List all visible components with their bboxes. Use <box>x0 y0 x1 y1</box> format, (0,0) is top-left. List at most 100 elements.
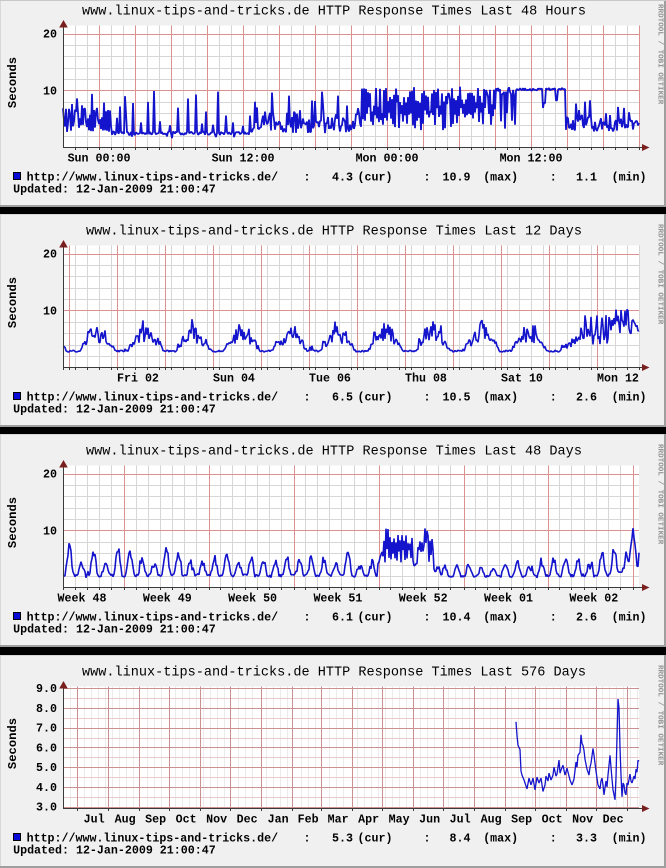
svg-text:Updated: 12-Jan-2009 21:00:47: Updated: 12-Jan-2009 21:00:47 <box>13 624 216 637</box>
svg-text:Oct: Oct <box>176 814 197 827</box>
svg-text:4.3: 4.3 <box>332 172 353 185</box>
svg-text:Apr: Apr <box>358 814 379 827</box>
svg-text:Seconds: Seconds <box>6 277 20 328</box>
svg-text::: : <box>424 172 431 185</box>
svg-text:Updated: 12-Jan-2009 21:00:47: Updated: 12-Jan-2009 21:00:47 <box>13 184 216 197</box>
svg-text:6.0: 6.0 <box>36 742 57 755</box>
svg-text:10: 10 <box>43 526 57 539</box>
svg-text::: : <box>304 392 311 405</box>
svg-text:Updated: 12-Jan-2009 21:00:47: Updated: 12-Jan-2009 21:00:47 <box>13 404 216 417</box>
svg-text:Nov: Nov <box>206 814 227 827</box>
svg-text:10.4: 10.4 <box>443 612 471 625</box>
svg-text:5.0: 5.0 <box>36 762 57 775</box>
svg-text:Dec: Dec <box>237 814 258 827</box>
svg-text:Jan: Jan <box>268 814 289 827</box>
svg-text:Sep: Sep <box>511 814 532 827</box>
svg-text::: : <box>424 612 431 625</box>
svg-text:http://www.linux-tips-and-tric: http://www.linux-tips-and-tricks.de/ <box>27 392 278 405</box>
svg-text:RRDTOOL / TOBI OETIKER: RRDTOOL / TOBI OETIKER <box>656 4 664 105</box>
svg-text:(max): (max) <box>483 392 518 405</box>
svg-text:(cur): (cur) <box>358 172 393 185</box>
svg-text:RRDTOOL / TOBI OETIKER: RRDTOOL / TOBI OETIKER <box>656 224 664 325</box>
svg-text:Sun 00:00: Sun 00:00 <box>68 153 131 166</box>
svg-text:Seconds: Seconds <box>6 718 20 769</box>
svg-text:Sun 12:00: Sun 12:00 <box>212 153 275 166</box>
svg-text:(cur): (cur) <box>358 612 393 625</box>
svg-text:http://www.linux-tips-and-tric: http://www.linux-tips-and-tricks.de/ <box>27 612 278 625</box>
svg-text:Week 02: Week 02 <box>569 593 618 606</box>
svg-text::: : <box>550 612 557 625</box>
svg-text:Oct: Oct <box>542 814 563 827</box>
svg-text:Thu 08: Thu 08 <box>405 373 447 386</box>
svg-text:Mar: Mar <box>328 814 349 827</box>
svg-text:Week 50: Week 50 <box>228 593 277 606</box>
svg-text:1.1: 1.1 <box>576 172 597 185</box>
svg-text:3.0: 3.0 <box>36 802 57 815</box>
svg-text:6.5: 6.5 <box>332 392 353 405</box>
svg-text:http://www.linux-tips-and-tric: http://www.linux-tips-and-tricks.de/ <box>27 172 278 185</box>
svg-text:Nov: Nov <box>572 814 593 827</box>
svg-text:8.4: 8.4 <box>450 833 471 846</box>
svg-text:(max): (max) <box>483 612 518 625</box>
svg-text:Sun 04: Sun 04 <box>213 373 255 386</box>
svg-text:Mon 12: Mon 12 <box>597 373 639 386</box>
svg-text::: : <box>550 172 557 185</box>
svg-text:Sep: Sep <box>145 814 166 827</box>
svg-text:www.linux-tips-and-tricks.de H: www.linux-tips-and-tricks.de HTTP Respon… <box>86 225 582 240</box>
svg-text:2.6: 2.6 <box>576 612 597 625</box>
svg-text:6.1: 6.1 <box>332 612 353 625</box>
svg-text:(cur): (cur) <box>358 833 393 846</box>
svg-text:10: 10 <box>43 86 57 99</box>
svg-text:Jun: Jun <box>419 814 440 827</box>
svg-text:http://www.linux-tips-and-tric: http://www.linux-tips-and-tricks.de/ <box>27 833 278 846</box>
svg-text:Dec: Dec <box>603 814 624 827</box>
svg-text:(cur): (cur) <box>358 392 393 405</box>
svg-text::: : <box>550 833 557 846</box>
svg-text:Aug: Aug <box>115 814 136 827</box>
svg-text:Aug: Aug <box>481 814 502 827</box>
svg-text:Week 51: Week 51 <box>313 593 362 606</box>
svg-text:Mon 00:00: Mon 00:00 <box>356 153 419 166</box>
svg-text:www.linux-tips-and-tricks.de H: www.linux-tips-and-tricks.de HTTP Respon… <box>82 666 586 681</box>
svg-text:www.linux-tips-and-tricks.de H: www.linux-tips-and-tricks.de HTTP Respon… <box>82 5 586 20</box>
svg-text:Seconds: Seconds <box>6 497 20 548</box>
svg-text:Seconds: Seconds <box>6 57 20 108</box>
svg-text:RRDTOOL / TOBI OETIKER: RRDTOOL / TOBI OETIKER <box>656 444 664 545</box>
svg-text:May: May <box>389 814 410 827</box>
svg-text:20: 20 <box>43 249 57 262</box>
svg-text:Week 48: Week 48 <box>58 593 107 606</box>
svg-text:(min): (min) <box>612 612 647 625</box>
svg-text::: : <box>424 833 431 846</box>
svg-text:(max): (max) <box>483 833 518 846</box>
svg-text:Updated: 12-Jan-2009 21:00:47: Updated: 12-Jan-2009 21:00:47 <box>13 845 216 858</box>
svg-text:(min): (min) <box>612 172 647 185</box>
svg-text:Feb: Feb <box>298 814 319 827</box>
svg-text::: : <box>424 392 431 405</box>
svg-text:7.0: 7.0 <box>36 723 57 736</box>
svg-text:10.5: 10.5 <box>443 392 471 405</box>
svg-text:20: 20 <box>43 29 57 42</box>
svg-text:10: 10 <box>43 306 57 319</box>
svg-text:Jul: Jul <box>84 814 105 827</box>
svg-text:9.0: 9.0 <box>36 683 57 696</box>
svg-text:(max): (max) <box>483 172 518 185</box>
svg-text::: : <box>304 612 311 625</box>
svg-text:Week 01: Week 01 <box>484 593 533 606</box>
svg-text:www.linux-tips-and-tricks.de H: www.linux-tips-and-tricks.de HTTP Respon… <box>86 445 582 460</box>
svg-text:8.0: 8.0 <box>36 703 57 716</box>
svg-text:Week 49: Week 49 <box>143 593 192 606</box>
svg-text::: : <box>550 392 557 405</box>
svg-text::: : <box>304 172 311 185</box>
svg-text:5.3: 5.3 <box>332 833 353 846</box>
svg-text:10.9: 10.9 <box>443 172 471 185</box>
svg-text:Jul: Jul <box>450 814 471 827</box>
svg-text:4.0: 4.0 <box>36 782 57 795</box>
svg-text:2.6: 2.6 <box>576 392 597 405</box>
svg-text:(min): (min) <box>612 833 647 846</box>
svg-text:Mon 12:00: Mon 12:00 <box>500 153 563 166</box>
svg-text:Sat 10: Sat 10 <box>501 373 543 386</box>
svg-text:Week 52: Week 52 <box>399 593 448 606</box>
svg-text:Tue 06: Tue 06 <box>309 373 351 386</box>
svg-text:RRDTOOL / TOBI OETIKER: RRDTOOL / TOBI OETIKER <box>656 665 664 766</box>
svg-text:3.3: 3.3 <box>576 833 597 846</box>
